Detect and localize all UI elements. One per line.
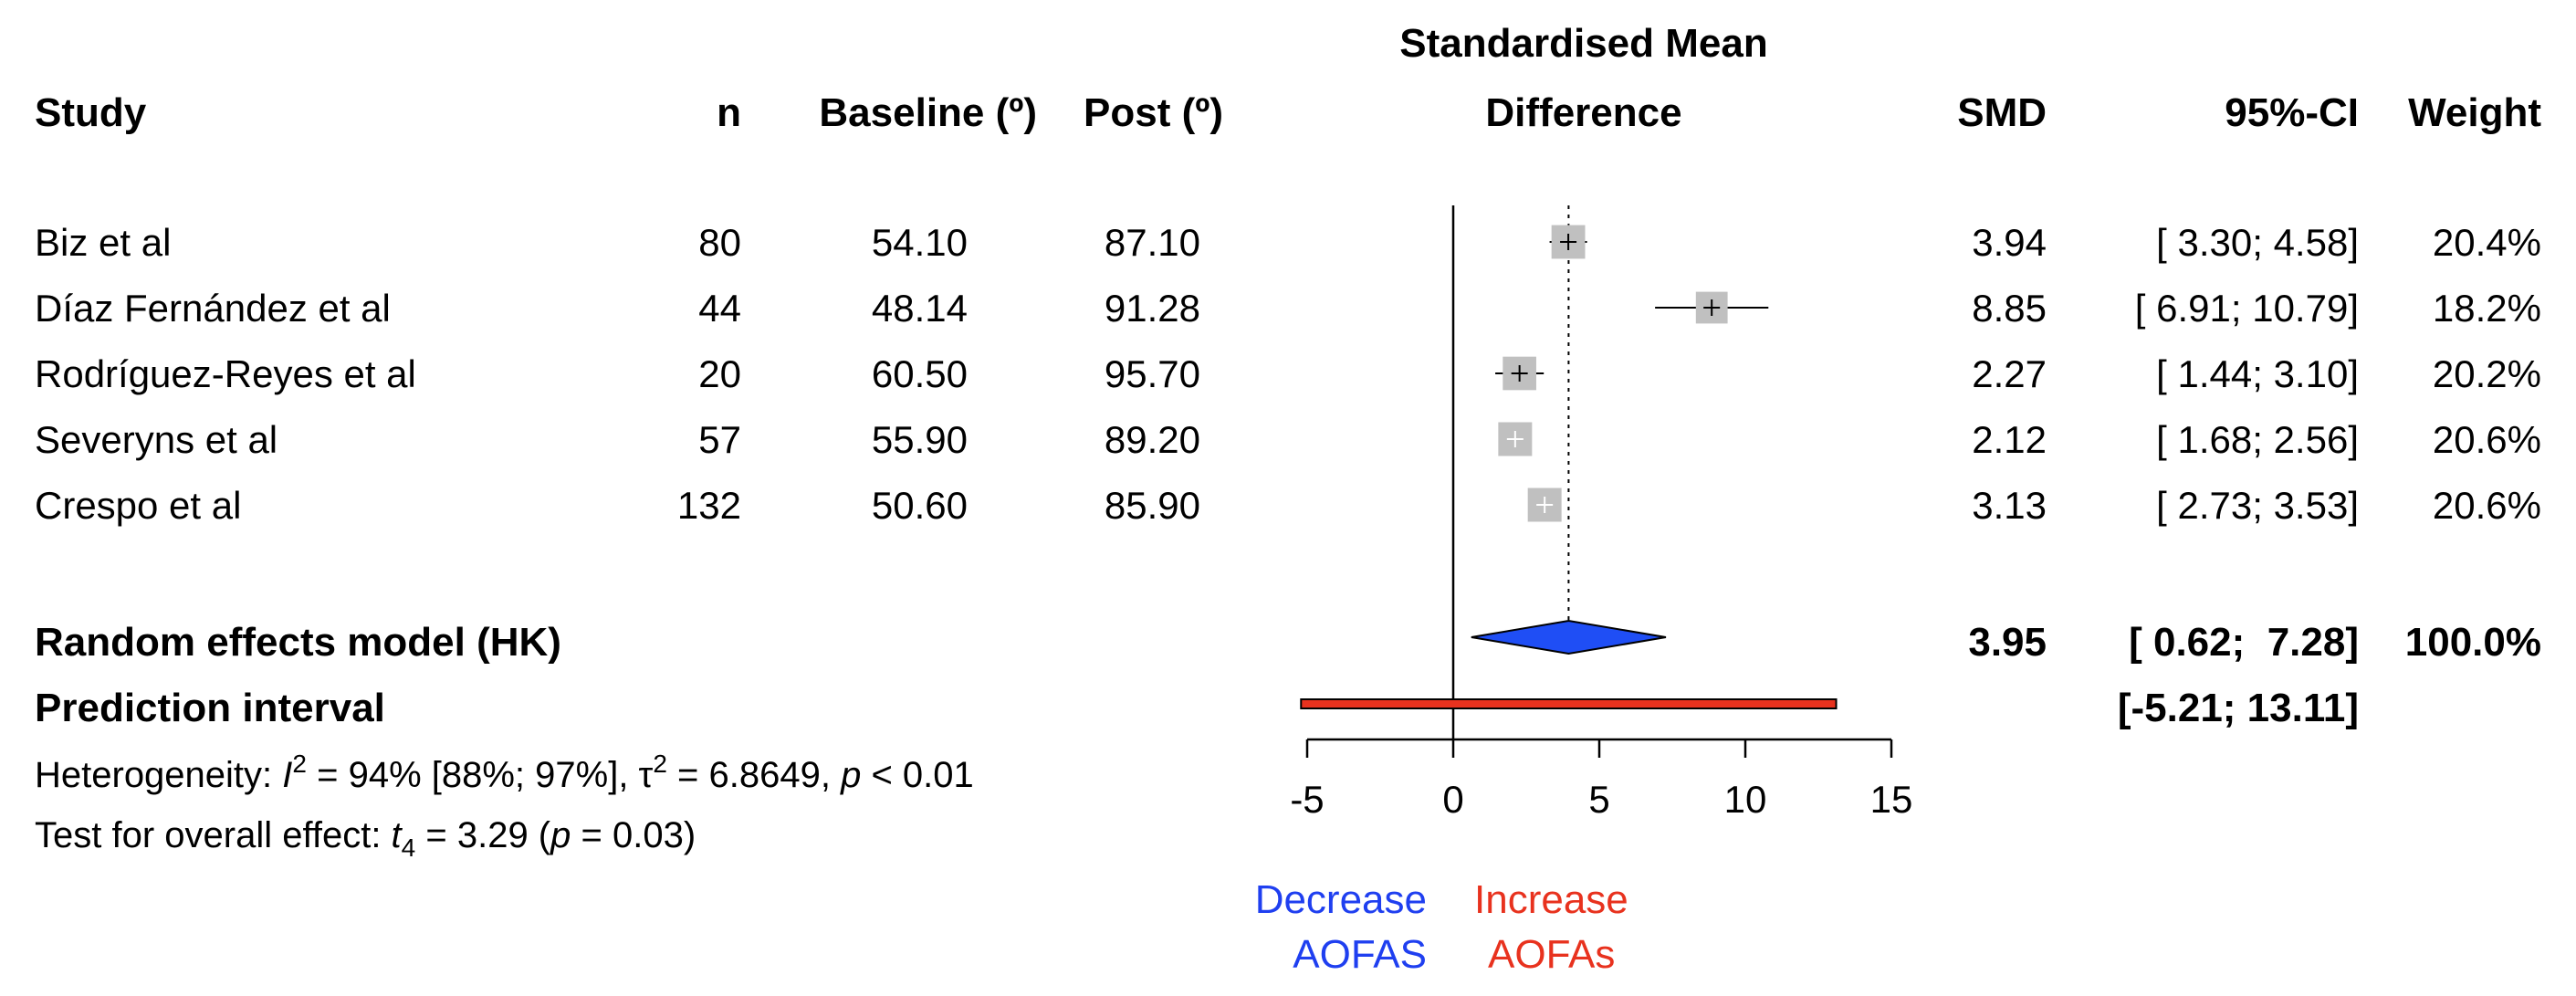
decrease-label-line1: Decrease xyxy=(1255,877,1427,922)
study-n: 20 xyxy=(698,352,741,395)
header-baseline: Baseline (º) xyxy=(819,90,1037,135)
overall-effect-text: Test for overall effect: t4 = 3.29 (p = … xyxy=(35,815,696,862)
study-post: 89.20 xyxy=(1105,418,1200,461)
random-effects-ci: [ 0.62; 7.28] xyxy=(2129,620,2359,665)
study-weight: 20.2% xyxy=(2433,352,2541,395)
x-axis-tick-label: -5 xyxy=(1290,778,1324,821)
study-name: Díaz Fernández et al xyxy=(35,287,391,330)
study-baseline: 48.14 xyxy=(872,287,968,330)
study-baseline: 55.90 xyxy=(872,418,968,461)
study-ci: [ 6.91; 10.79] xyxy=(2135,287,2359,330)
random-effects-smd: 3.95 xyxy=(1968,620,2047,665)
overall-effect-prefix: Test for overall effect: xyxy=(35,815,392,855)
study-post: 95.70 xyxy=(1105,352,1200,395)
heterogeneity-p-value: < 0.01 xyxy=(861,755,973,795)
i2-value: = 94% [88%; 97%], xyxy=(307,755,639,795)
prediction-interval-bar xyxy=(1300,698,1838,709)
study-smd: 2.27 xyxy=(1972,352,2047,395)
prediction-interval-ci: [-5.21; 13.11] xyxy=(2118,686,2359,730)
header-smd: SMD xyxy=(1957,90,2047,135)
study-weight: 20.6% xyxy=(2433,418,2541,461)
study-name: Biz et al xyxy=(35,221,171,264)
header-weight: Weight xyxy=(2408,90,2541,135)
x-axis-tick-label: 0 xyxy=(1442,778,1463,821)
study-name: Crespo et al xyxy=(35,484,241,527)
header-plot-title-line1: Standardised Mean xyxy=(1399,21,1767,66)
t-subscript: 4 xyxy=(402,833,416,862)
i2-symbol: I xyxy=(282,755,292,795)
study-baseline: 54.10 xyxy=(872,221,968,264)
heterogeneity-p-symbol: p xyxy=(840,755,861,795)
study-smd: 8.85 xyxy=(1972,287,2047,330)
tau-symbol: τ xyxy=(639,755,654,795)
study-n: 80 xyxy=(698,221,741,264)
study-weight: 20.6% xyxy=(2433,484,2541,527)
header-plot-title-line2: Difference xyxy=(1485,90,1681,135)
study-name: Severyns et al xyxy=(35,418,277,461)
x-axis-tick-label: 10 xyxy=(1724,778,1767,821)
tau-exponent: 2 xyxy=(653,750,667,778)
header-study: Study xyxy=(35,90,147,135)
header-ci: 95%-CI xyxy=(2225,90,2359,135)
study-post: 91.28 xyxy=(1105,287,1200,330)
study-smd: 3.13 xyxy=(1972,484,2047,527)
prediction-interval-label: Prediction interval xyxy=(35,686,385,730)
study-ci: [ 2.73; 3.53] xyxy=(2156,484,2359,527)
header-n: n xyxy=(717,90,741,135)
heterogeneity-text: Heterogeneity: I2 = 94% [88%; 97%], τ2 =… xyxy=(35,750,974,795)
t-symbol: t xyxy=(392,815,403,855)
plot-area: -5 0 5 10 15 xyxy=(1290,205,1912,821)
study-smd: 3.94 xyxy=(1972,221,2047,264)
study-name: Rodríguez-Reyes et al xyxy=(35,352,416,395)
t-value: = 3.29 ( xyxy=(415,815,551,855)
study-ci: [ 3.30; 4.58] xyxy=(2156,221,2359,264)
random-effects-label: Random effects model (HK) xyxy=(35,620,561,665)
x-axis-tick-label: 15 xyxy=(1870,778,1913,821)
decrease-label-line2: AOFAS xyxy=(1293,932,1427,977)
study-smd: 2.12 xyxy=(1972,418,2047,461)
study-ci: [ 1.68; 2.56] xyxy=(2156,418,2359,461)
study-post: 87.10 xyxy=(1105,221,1200,264)
study-weight: 20.4% xyxy=(2433,221,2541,264)
heterogeneity-prefix: Heterogeneity: xyxy=(35,755,282,795)
x-axis-tick-label: 5 xyxy=(1588,778,1609,821)
study-rows: Biz et al 80 54.10 87.10 3.94 [ 3.30; 4.58] 20… xyxy=(35,221,2541,527)
study-n: 57 xyxy=(698,418,741,461)
tau-value: = 6.8649, xyxy=(667,755,841,795)
i2-exponent: 2 xyxy=(292,750,307,778)
study-n: 44 xyxy=(698,287,741,330)
study-ci: [ 1.44; 3.10] xyxy=(2156,352,2359,395)
random-effects-weight: 100.0% xyxy=(2405,620,2541,665)
overall-p-value: = 0.03) xyxy=(571,815,696,855)
increase-label-line2: AOFAs xyxy=(1488,932,1615,977)
study-baseline: 50.60 xyxy=(872,484,968,527)
summary-diamond xyxy=(1471,619,1667,655)
study-weight: 18.2% xyxy=(2433,287,2541,330)
study-baseline: 60.50 xyxy=(872,352,968,395)
study-post: 85.90 xyxy=(1105,484,1200,527)
header-post: Post (º) xyxy=(1084,90,1223,135)
increase-label-line1: Increase xyxy=(1474,877,1628,922)
overall-p-symbol: p xyxy=(550,815,571,855)
study-n: 132 xyxy=(677,484,741,527)
